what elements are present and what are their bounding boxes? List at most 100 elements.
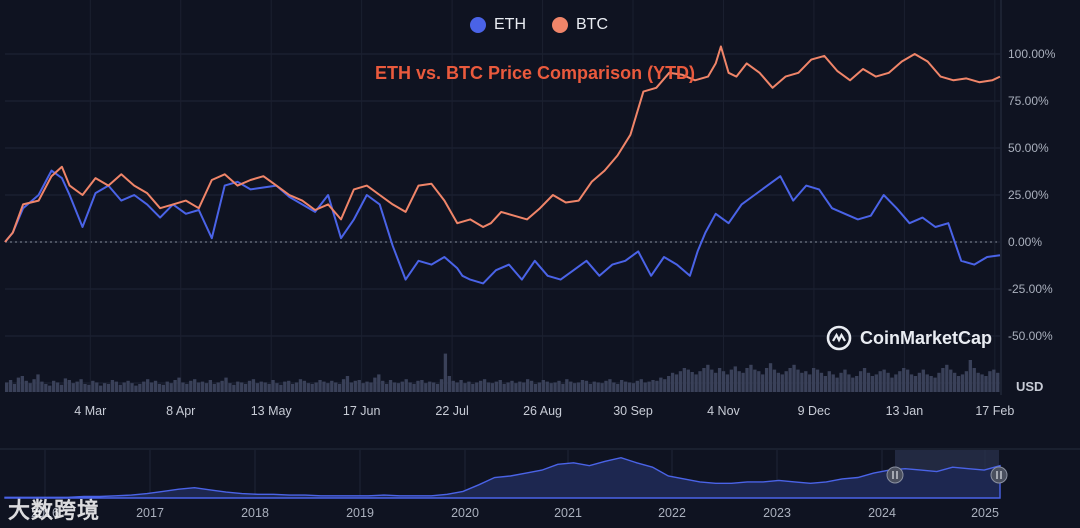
volume-bar <box>764 368 769 392</box>
volume-bar <box>106 384 111 392</box>
volume-bar <box>925 374 929 392</box>
volume-bar <box>294 382 299 392</box>
volume-bar <box>400 381 404 392</box>
volume-bar <box>768 363 773 392</box>
currency-label: USD <box>1016 379 1043 394</box>
volume-bar <box>189 380 193 392</box>
volume-bar <box>44 384 48 392</box>
volume-bar <box>228 383 232 392</box>
x-tick-label: 9 Dec <box>798 404 831 418</box>
navigator-year-label: 2023 <box>763 506 791 520</box>
volume-bar <box>302 380 307 392</box>
volume-bar <box>443 353 448 392</box>
volume-bar <box>647 381 651 392</box>
navigator-left-handle[interactable] <box>886 466 904 484</box>
x-tick-label: 22 Jul <box>435 404 468 418</box>
volume-bar <box>659 377 663 392</box>
volume-bar <box>471 384 475 392</box>
volume-bar <box>271 380 275 392</box>
volume-bar <box>91 380 95 392</box>
volume-bar <box>592 381 596 392</box>
volume-bar <box>522 382 526 392</box>
volume-bar <box>952 372 957 392</box>
volume-bar <box>674 374 679 392</box>
legend-item-btc[interactable]: BTC <box>552 16 608 34</box>
volume-bar <box>537 382 542 392</box>
volume-bar <box>929 376 933 392</box>
site-badge-text: 大数跨境 <box>8 498 101 523</box>
volume-bar <box>545 381 549 392</box>
navigator-year-label: 2025 <box>971 506 999 520</box>
volume-bar <box>369 382 373 392</box>
eth-dot-icon <box>470 17 486 33</box>
volume-bar <box>792 364 796 392</box>
volume-bar <box>224 377 228 392</box>
volume-bar <box>204 383 209 392</box>
volume-bar <box>126 380 130 392</box>
volume-bar <box>451 380 455 392</box>
navigator-right-handle[interactable] <box>990 466 1008 484</box>
volume-bar <box>142 381 146 392</box>
volume-bar <box>420 380 424 392</box>
volume-bar <box>12 384 17 392</box>
volume-bar <box>32 379 36 392</box>
volume-bar <box>851 377 855 392</box>
volume-bar <box>63 378 68 392</box>
volume-bar <box>827 371 831 392</box>
volume-bar <box>404 379 408 392</box>
volume-bar <box>216 382 220 392</box>
volume-bar <box>365 381 369 392</box>
volume-bar <box>882 369 886 392</box>
volume-bar <box>635 380 640 392</box>
volume-bar <box>800 372 804 392</box>
coinmarketcap-logo-icon <box>826 325 852 351</box>
volume-bar <box>992 369 996 392</box>
btc-dot-icon <box>552 17 568 33</box>
volume-bar <box>193 379 197 392</box>
volume-bar <box>130 383 134 392</box>
volume-bar <box>287 380 291 392</box>
volume-bar <box>79 379 83 392</box>
volume-bar <box>702 368 706 392</box>
volume-bar <box>431 382 436 392</box>
volume-bar <box>804 371 808 392</box>
volume-bar <box>52 380 56 392</box>
volume-bar <box>937 372 941 392</box>
volume-bar <box>55 382 60 392</box>
volume-bar <box>298 379 303 392</box>
volume-bar <box>894 374 898 392</box>
y-tick-label: 100.00% <box>1008 47 1056 61</box>
volume-bar <box>122 382 126 392</box>
legend-label-btc: BTC <box>576 16 608 33</box>
volume-bar <box>482 379 487 392</box>
volume-bar <box>741 372 745 392</box>
volume-bar <box>314 382 318 392</box>
volume-bar <box>322 381 326 392</box>
volume-bar <box>263 382 267 392</box>
volume-bar <box>584 380 589 392</box>
volume-bar <box>761 374 765 392</box>
volume-bar <box>236 381 240 392</box>
volume-bar <box>16 377 21 392</box>
volume-bar <box>510 380 514 392</box>
legend-item-eth[interactable]: ETH <box>470 16 526 34</box>
volume-bar <box>878 371 882 392</box>
navigator-year-label: 2016 <box>31 506 59 520</box>
volume-bar <box>725 374 730 392</box>
volume-bar <box>114 381 119 392</box>
volume-bar <box>99 385 103 392</box>
volume-bar <box>251 379 256 392</box>
volume-bar <box>976 372 980 392</box>
volume-bar <box>964 371 969 392</box>
navigator-year-label: 2022 <box>658 506 686 520</box>
volume-bar <box>890 377 894 392</box>
volume-bar <box>259 381 263 392</box>
volume-bar <box>784 371 788 392</box>
volume-bar <box>811 368 816 392</box>
volume-bar <box>909 374 914 392</box>
volume-bar <box>220 380 224 392</box>
volume-bar <box>412 384 416 392</box>
volume-bar <box>960 374 965 392</box>
volume-bar <box>110 380 115 392</box>
volume-bar <box>71 383 75 392</box>
